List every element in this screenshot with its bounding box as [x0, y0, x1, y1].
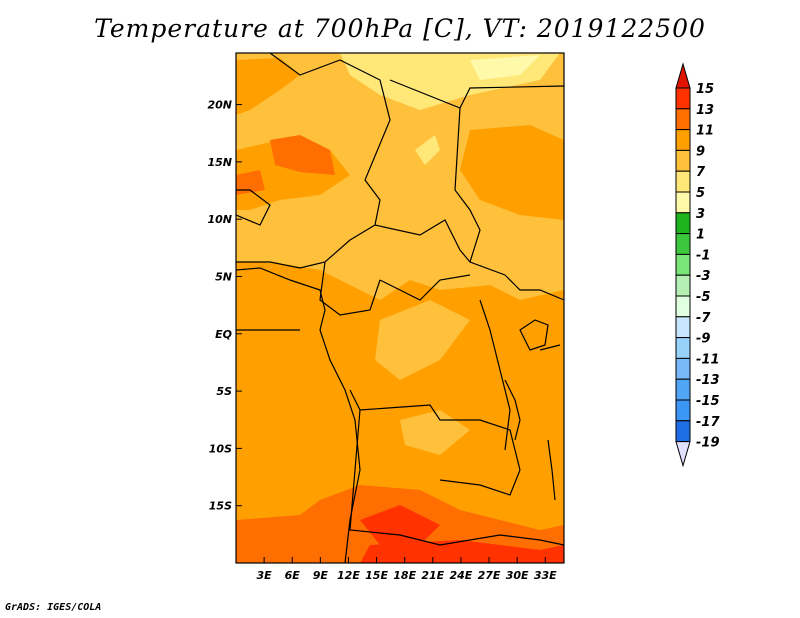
colorbar-level-label: -11 — [696, 352, 720, 367]
colorbar-level-label: -9 — [696, 332, 710, 347]
colorbar-min-arrow — [675, 441, 691, 468]
colorbar-swatch — [675, 316, 691, 339]
lon-tick-label: 27E — [478, 569, 501, 582]
lakes — [504, 319, 556, 501]
lat-tick-label: 5N — [215, 270, 232, 283]
lon-tick-label: 15E — [365, 569, 388, 582]
colorbar-level-label: 7 — [696, 165, 706, 180]
longitude-axis: 3E 6E 9E 12E 15E 18E 21E 24E 27E 30E 33E — [257, 557, 557, 582]
colorbar-level-label: -5 — [696, 290, 710, 305]
lat-tick-label: 10N — [207, 213, 232, 226]
coastline — [236, 267, 361, 563]
field-9-11-ne — [460, 125, 564, 220]
colorbar-swatch — [675, 149, 691, 172]
colorbar-level-label: 1 — [696, 228, 705, 243]
colorbar-swatch — [675, 295, 691, 318]
colorbar-swatch — [675, 108, 691, 131]
colorbar-level-label: -15 — [696, 394, 720, 409]
map-frame — [235, 52, 565, 564]
temperature-field — [236, 53, 564, 563]
lon-tick-label: 21E — [421, 569, 444, 582]
colorbar: 15 13 11 9 7 5 3 1 -1 -3 -5 -7 -9 -11 -13 -15 -17 -19 — [675, 62, 720, 468]
field-9-11-nw — [236, 58, 300, 115]
colorbar-max-arrow — [675, 62, 691, 89]
colorbar-swatch — [675, 253, 691, 276]
lat-tick-label: 5S — [216, 385, 232, 398]
lon-tick-label: 9E — [313, 569, 329, 582]
field-7-9-south — [400, 410, 470, 455]
colorbar-swatch — [675, 337, 691, 359]
field-7-9-central — [375, 300, 470, 380]
colorbar-swatch — [675, 274, 691, 297]
colorbar-swatch — [675, 233, 691, 255]
field-3-5-north — [470, 55, 540, 80]
country-boundaries — [236, 53, 564, 546]
colorbar-level-label: 13 — [696, 103, 714, 118]
colorbar-level-label: -13 — [696, 373, 720, 388]
field-13-15-south — [360, 505, 440, 545]
latitude-axis: 20N 15N 10N 5N EQ 5S 10S 15S — [207, 99, 242, 513]
lon-tick-label: 33E — [534, 569, 557, 582]
lat-tick-label: 15N — [207, 156, 232, 169]
colorbar-swatch — [675, 129, 691, 151]
colorbar-level-label: -1 — [696, 248, 710, 263]
field-5-7-spot — [415, 135, 440, 165]
colorbar-swatch — [675, 420, 691, 443]
colorbar-swatch — [675, 212, 691, 235]
colorbar-level-label: 5 — [696, 186, 705, 201]
lon-tick-label: 12E — [337, 569, 360, 582]
colorbar-swatch — [675, 191, 691, 214]
field-13-15-border — [360, 540, 564, 563]
colorbar-level-label: 15 — [696, 82, 714, 97]
lon-tick-label: 24E — [450, 569, 473, 582]
field-7-9-north — [236, 53, 564, 300]
colorbar-level-label: -3 — [696, 269, 710, 284]
colorbar-level-label: -7 — [696, 311, 711, 326]
colorbar-level-label: 3 — [696, 207, 705, 222]
colorbar-swatch — [675, 170, 691, 193]
lon-tick-label: 3E — [257, 569, 273, 582]
lon-tick-label: 30E — [506, 569, 529, 582]
lat-tick-label: EQ — [215, 328, 232, 341]
lat-tick-label: 10S — [209, 442, 232, 455]
colorbar-swatch — [675, 378, 691, 401]
lon-tick-label: 18E — [393, 569, 416, 582]
colorbar-swatch — [675, 357, 691, 380]
colorbar-level-label: 9 — [696, 144, 705, 159]
colorbar-level-label: -17 — [696, 415, 720, 430]
lat-tick-label: 20N — [207, 99, 232, 112]
grads-credit: GrADS: IGES/COLA — [5, 602, 102, 613]
lat-tick-label: 15S — [209, 500, 232, 513]
map-title: Temperature at 700hPa [C], VT: 201912250… — [94, 14, 706, 43]
colorbar-swatch — [675, 87, 691, 110]
colorbar-level-label: 11 — [696, 124, 714, 139]
colorbar-level-label: -19 — [696, 436, 720, 451]
lon-tick-label: 6E — [285, 569, 301, 582]
colorbar-swatch — [675, 399, 691, 422]
field-11-13-coast — [236, 170, 265, 195]
field-11-13-west — [270, 135, 335, 175]
